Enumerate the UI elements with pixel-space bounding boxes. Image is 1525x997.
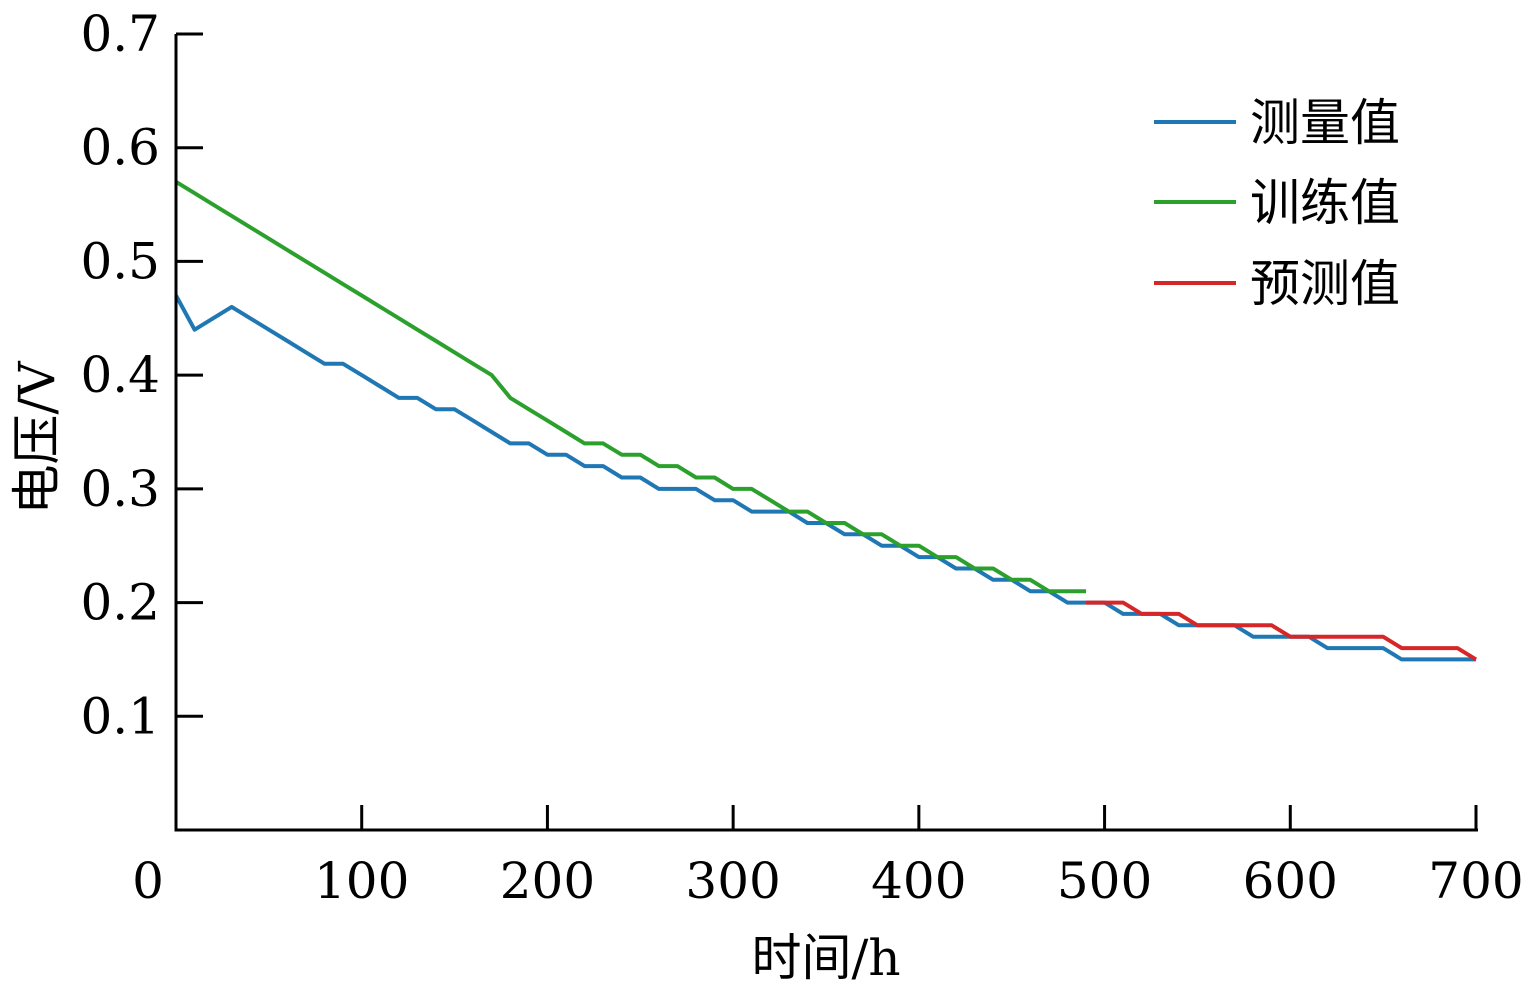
legend-label-training: 训练值 [1250, 174, 1400, 232]
x-ticks: 100 200 300 400 500 600 700 [314, 805, 1524, 910]
legend: 测量值 训练值 预测值 [1154, 94, 1400, 313]
y-ticks: 0.1 0.2 0.3 0.4 0.5 0.6 0.7 [80, 5, 203, 745]
y-tick-label: 0.1 [80, 687, 160, 745]
x-tick-label: 100 [314, 852, 409, 910]
y-tick-label: 0.2 [80, 574, 160, 632]
legend-label-predicted: 预测值 [1250, 255, 1400, 313]
y-tick-label: 0.6 [80, 119, 160, 177]
axes [174, 34, 1478, 832]
y-tick-label: 0.4 [80, 346, 160, 404]
x-tick-label: 400 [871, 852, 966, 910]
y-tick-label: 0.7 [80, 5, 160, 63]
series-line-1 [174, 180, 1086, 594]
x-tick-label: 500 [1057, 852, 1152, 910]
series-line-0 [174, 294, 1476, 662]
y-tick-label: 0.3 [80, 460, 160, 518]
x-axis-label: 时间/h [751, 929, 900, 987]
x-tick-label: 200 [500, 852, 595, 910]
legend-label-measured: 测量值 [1250, 94, 1400, 152]
x-origin-tick-label: 0 [132, 852, 164, 910]
x-tick-label: 700 [1428, 852, 1523, 910]
y-tick-label: 0.5 [80, 232, 160, 290]
plot-lines [174, 180, 1478, 662]
series-line-2 [1086, 600, 1478, 662]
x-tick-label: 600 [1243, 852, 1338, 910]
y-axis-label: 电压/V [8, 361, 66, 515]
x-tick-label: 300 [685, 852, 780, 910]
